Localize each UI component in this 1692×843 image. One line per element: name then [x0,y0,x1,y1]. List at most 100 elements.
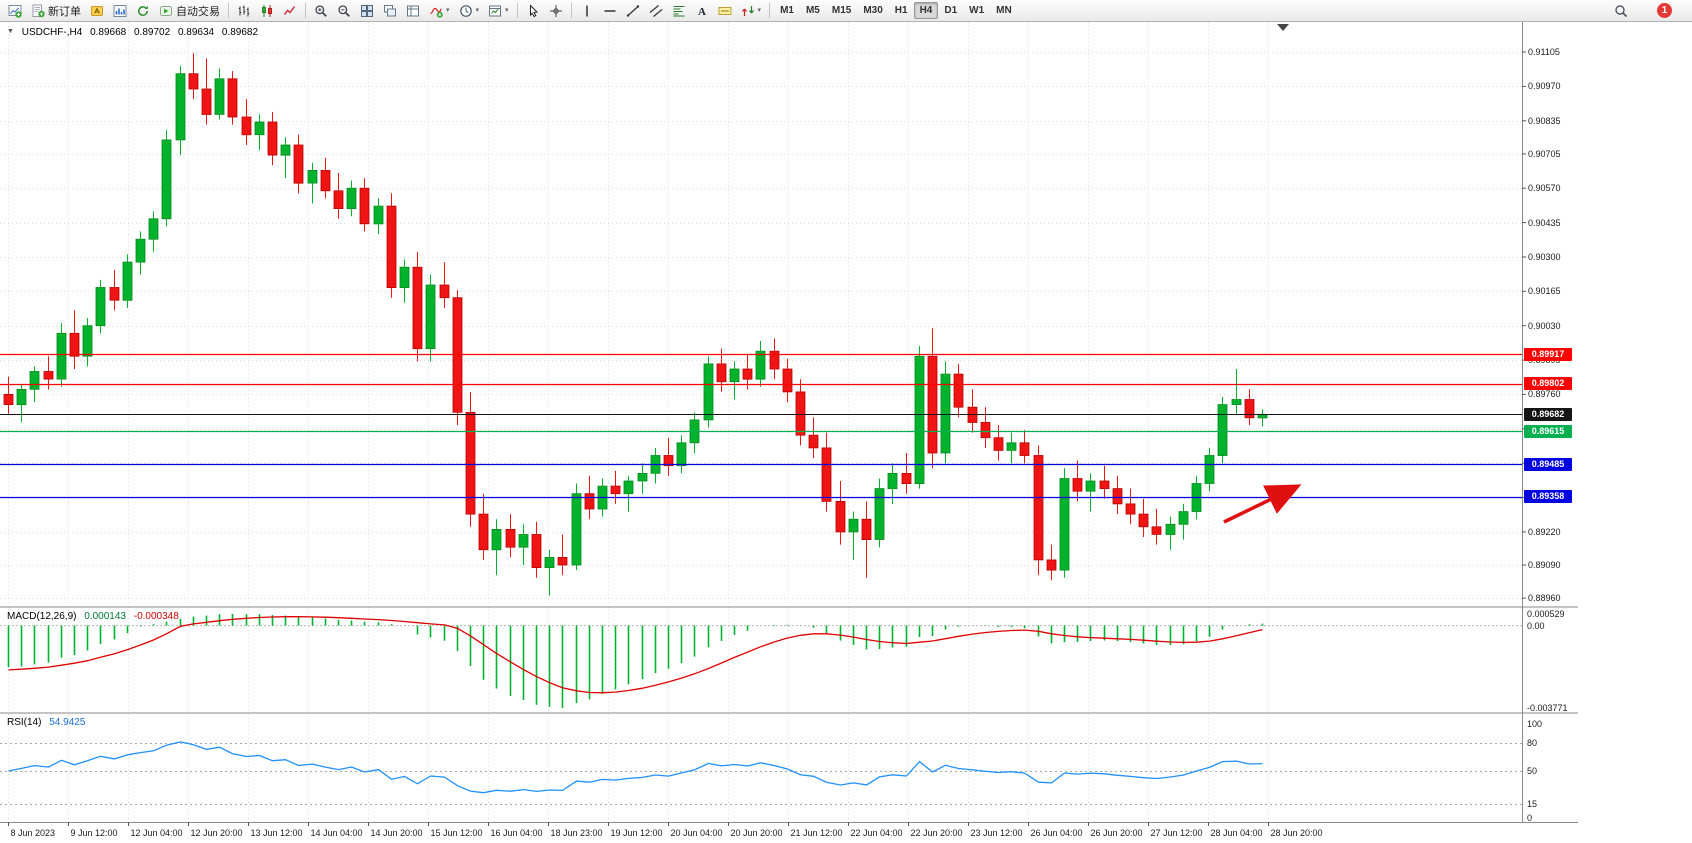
price-axis-label: 0.90030 [1528,320,1561,331]
time-axis-label: 20 Jun 20:00 [730,828,783,838]
arrange-charts-icon [384,4,396,16]
macd-indicator-title: MACD(12,26,9) 0.000143 -0.000348 [7,611,184,622]
time-axis-label: 28 Jun 04:00 [1210,828,1263,838]
new-chart-icon [8,4,22,18]
scales[interactable] [0,22,1578,826]
toolbar-button-label: 自动交易 [176,5,220,18]
timeframe-m5[interactable]: M5 [805,5,820,16]
tile-windows-button[interactable] [356,1,378,20]
toolbar-separator [570,3,572,18]
bar-chart-icon [238,5,250,16]
time-axis-label: 15 Jun 12:00 [430,828,483,838]
horizontal-line-button[interactable] [599,1,621,20]
indicators-button[interactable]: ▾ [425,1,454,20]
metaeditor-button[interactable] [86,1,108,20]
trendline-button[interactable] [622,1,644,20]
time-axis-label: 18 Jun 23:00 [550,828,603,838]
arrows-button[interactable]: ▾ [737,1,766,20]
time-axis-label: 26 Jun 20:00 [1090,828,1143,838]
zoom-in-button[interactable] [310,1,332,20]
timeframe-h1[interactable]: H1 [894,5,908,16]
macd-histogram [7,614,1264,708]
rsi-label: RSI(14) [7,717,42,728]
refresh-icon [138,5,148,16]
timeframe-d1[interactable]: D1 [944,5,958,16]
timeframe-w1[interactable]: W1 [969,5,985,16]
price-axis-label: 0.88960 [1528,593,1561,604]
time-axis-label: 19 Jun 12:00 [610,828,663,838]
search-icon [1615,4,1628,17]
text-button[interactable]: A [691,1,713,20]
search-button[interactable] [1610,1,1632,20]
market-watch-button[interactable] [109,1,131,20]
line-chart-icon [283,5,296,15]
tile-windows-icon [361,4,373,17]
zoom-out-button[interactable] [333,1,355,20]
timeframe-toolbar: M1 M5 M15 M30 H1 H4 D1 W1 MN [774,2,1018,19]
new-order-button[interactable]: 新订单 [27,1,85,20]
price-tag-0.89358: 0.89358 [1524,490,1572,504]
time-axis-label: 14 Jun 04:00 [310,828,363,838]
fibonacci-icon [673,5,685,16]
crosshair-icon [549,4,562,17]
toolbar-separator [516,3,518,18]
chevron-down-icon: ▾ [475,6,480,14]
bar-chart-button[interactable] [233,1,255,20]
price-axis-label: 0.90835 [1528,115,1561,126]
cursor-button[interactable] [522,1,544,20]
time-axis-label: 13 Jun 12:00 [250,828,303,838]
rsi-value: 54.9425 [49,717,86,728]
price-axis-label: 0.90435 [1528,217,1561,228]
toolbar: 新订单 自动交易 ▾ ▾ ▾ A ▾ M1 M5 M15 M30 H1 H4 D1 W1 MN 1 [0,0,1692,22]
timeframe-mn[interactable]: MN [996,5,1012,16]
one-click-trading-toggle[interactable]: ▼ [7,28,14,35]
templates-button[interactable]: ▾ [484,1,513,20]
price-axis-label: 0.89090 [1528,560,1561,570]
rsi-axis-label: 15 [1527,798,1538,809]
arrow-annotation[interactable] [1223,484,1302,524]
time-axis-label: 22 Jun 20:00 [910,828,963,838]
macd-signal-value: -0.000348 [133,611,179,622]
line-chart-button[interactable] [279,1,301,20]
vertical-line-button[interactable] [576,1,598,20]
chevron-down-icon: ▾ [757,6,762,14]
svg-text:A: A [698,6,706,18]
timeframe-m1[interactable]: M1 [780,5,794,16]
channel-button[interactable] [645,1,667,20]
align-chart-button[interactable] [402,1,424,20]
timeframe-h4[interactable]: H4 [913,2,939,19]
price-axis-label: 0.90970 [1528,81,1561,92]
periods-button[interactable]: ▾ [455,1,484,20]
candlestick-chart-button[interactable] [256,1,278,20]
vertical-line-icon [585,5,588,16]
fibonacci-button[interactable] [668,1,690,20]
time-axis-label: 12 Jun 04:00 [130,828,183,838]
refresh-button[interactable] [132,1,154,20]
templates-icon [489,5,502,16]
autotrading-button[interactable]: 自动交易 [155,1,224,20]
zoom-out-icon [338,4,350,17]
time-axis-label: 28 Jun 20:00 [1270,828,1323,838]
notifications-badge[interactable]: 1 [1657,3,1672,18]
crosshair-button[interactable] [545,1,567,20]
price-axis-label: 0.89220 [1528,526,1561,537]
chart-shift-marker[interactable] [1277,24,1289,31]
rsi-pane [0,743,1522,805]
new-chart-button[interactable] [4,1,26,20]
toolbar-separator [769,3,771,18]
chart-window[interactable]: ▼ USDCHF-,H4 0.89668 0.89702 0.89634 0.8… [0,22,1692,843]
grid [0,22,1522,822]
price-tag-0.89615: 0.89615 [1524,424,1572,438]
text-label-button[interactable] [714,1,736,20]
channel-icon [649,4,662,17]
toolbar-button-label: 新订单 [48,5,81,18]
time-axis-label: 22 Jun 04:00 [850,828,903,838]
metaeditor-icon [91,5,103,16]
pane-separators[interactable] [0,606,1578,714]
macd-axis-label: -0.003771 [1527,703,1568,713]
time-axis-label: 23 Jun 12:00 [970,828,1023,838]
timeframe-m30[interactable]: M30 [863,5,883,16]
arrange-charts-button[interactable] [379,1,401,20]
timeframe-m15[interactable]: M15 [831,5,852,16]
